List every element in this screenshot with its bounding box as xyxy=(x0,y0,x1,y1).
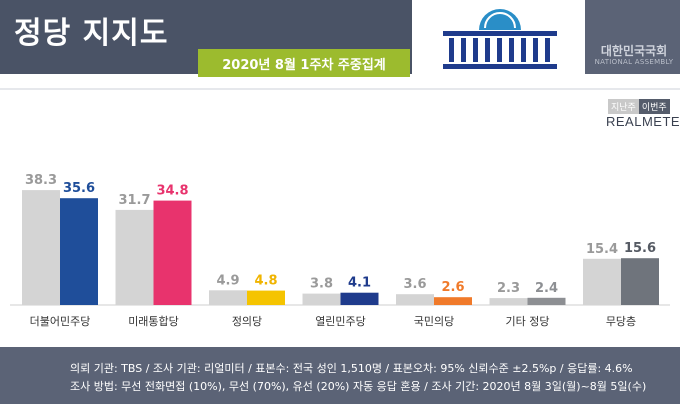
category-label: 정의당 xyxy=(232,315,262,328)
page-title: 정당 지지도 xyxy=(14,16,169,51)
legend-prev-week: 지난주 xyxy=(608,99,639,114)
chart-legend: 지난주 이번주 xyxy=(608,99,670,114)
bar-this-week xyxy=(621,258,659,305)
value-label-curr: 4.1 xyxy=(348,276,371,291)
subtitle-badge: 2020년 8월 1주차 주중집계 xyxy=(198,49,410,77)
bar-prev-week xyxy=(115,209,154,305)
bar-this-week xyxy=(527,297,566,305)
category-label: 기타 정당 xyxy=(506,315,550,328)
header-assembly-panel xyxy=(585,0,680,74)
value-label-prev: 3.8 xyxy=(310,277,333,292)
value-label-prev: 15.4 xyxy=(586,242,618,257)
legend-this-week: 이번주 xyxy=(638,99,670,114)
bar-this-week xyxy=(153,200,192,305)
bar-prev-week xyxy=(489,298,528,305)
survey-footer: 의뢰 기관: TBS / 조사 기관: 리얼미터 / 표본수: 전국 성인 1,… xyxy=(0,347,680,404)
footer-line-1: 의뢰 기관: TBS / 조사 기관: 리얼미터 / 표본수: 전국 성인 1,… xyxy=(70,362,633,375)
brand-logo: REALMETER xyxy=(606,114,680,129)
value-label-prev: 4.9 xyxy=(216,273,239,288)
category-label: 열린민주당 xyxy=(315,315,366,328)
assembly-building-icon xyxy=(443,9,557,69)
value-label-curr: 4.8 xyxy=(254,274,277,289)
value-label-curr: 2.6 xyxy=(441,280,464,295)
value-label-curr: 15.6 xyxy=(624,241,656,256)
bar-prev-week xyxy=(209,290,247,305)
bar-prev-week xyxy=(22,190,60,305)
bar-this-week xyxy=(434,297,472,305)
value-label-prev: 38.3 xyxy=(25,173,57,188)
assembly-label: 대한민국국회 xyxy=(600,44,668,58)
value-label-prev: 2.3 xyxy=(497,281,520,296)
party-support-chart: 38.3 35.6 더불어민주당 31.7 34.8 미래통합당 4.9 4.8 정의당 3.8 4… xyxy=(10,173,670,328)
category-label: 더불어민주당 xyxy=(30,315,91,328)
value-label-curr: 2.4 xyxy=(535,281,558,296)
footer-line-2: 조사 방법: 무선 전화면접 (10%), 무선 (70%), 유선 (20%)… xyxy=(70,380,647,393)
bar-this-week xyxy=(60,198,98,305)
bar-prev-week xyxy=(302,293,341,305)
value-label-prev: 31.7 xyxy=(118,193,150,208)
value-label-curr: 34.8 xyxy=(156,184,188,199)
header: 정당 지지도 2020년 8월 1주차 주중집계 대한민국국회 NATIONAL… xyxy=(0,0,680,90)
bar-prev-week xyxy=(396,294,434,305)
value-label-prev: 3.6 xyxy=(403,277,426,292)
bar-this-week xyxy=(247,290,285,305)
bar-this-week xyxy=(340,292,379,305)
category-label: 무당층 xyxy=(606,315,636,328)
bar-prev-week xyxy=(583,258,621,305)
assembly-english-label: NATIONAL ASSEMBLY xyxy=(594,58,674,66)
category-label: 국민의당 xyxy=(414,315,454,328)
value-label-curr: 35.6 xyxy=(63,181,95,196)
category-label: 미래통합당 xyxy=(128,315,179,328)
header-divider xyxy=(0,88,680,90)
